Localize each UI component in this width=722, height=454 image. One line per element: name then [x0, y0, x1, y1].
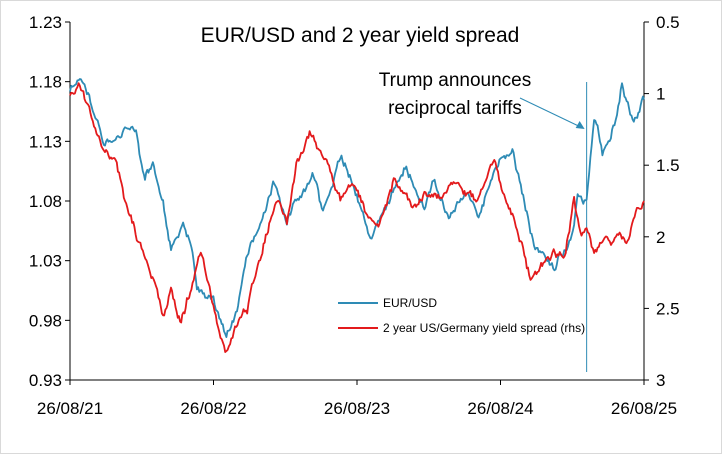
- x-tick-label: 26/08/21: [37, 399, 103, 418]
- eurusd-line: [69, 78, 645, 338]
- y-left-tick-label: 1.13: [29, 132, 62, 151]
- chart-title: EUR/USD and 2 year yield spread: [201, 24, 520, 47]
- legend-label: 2 year US/Germany yield spread (rhs): [383, 321, 585, 335]
- annotation-arrow: [519, 97, 581, 128]
- y-left-tick-label: 0.98: [29, 311, 62, 330]
- y-right-tick-label: 1.5: [656, 156, 680, 175]
- x-tick-label: 26/08/24: [467, 399, 533, 418]
- y-left-tick-label: 0.93: [29, 371, 62, 390]
- y-right-tick-label: 3: [656, 371, 665, 390]
- annotation: Trump announces reciprocal tariffs: [379, 70, 588, 372]
- y-left-tick-label: 1.03: [29, 252, 62, 271]
- y-right-tick-label: 1: [656, 85, 665, 104]
- y-right-tick-label: 2: [656, 228, 665, 247]
- y-left-tick-label: 1.08: [29, 192, 62, 211]
- y-right-tick-label: 2.5: [656, 299, 680, 318]
- axes: 1.23 1.18 1.13 1.08 1.03 0.98 0.93 0.5 1 1.5 2 2.5 3…: [29, 13, 680, 418]
- annotation-text: reciprocal tariffs: [388, 98, 522, 119]
- legend-label: EUR/USD: [383, 296, 437, 310]
- x-tick-label: 26/08/23: [324, 399, 390, 418]
- yield-spread-line: [69, 82, 645, 353]
- legend: EUR/USD 2 year US/Germany yield spread (r…: [338, 296, 585, 335]
- x-tick-label: 26/08/25: [611, 399, 677, 418]
- annotation-text: Trump announces: [379, 70, 531, 91]
- series-lines: [69, 78, 645, 353]
- y-left-tick-label: 1.23: [29, 13, 62, 32]
- y-right-tick-label: 0.5: [656, 13, 680, 32]
- annotation-arrowhead: [575, 121, 585, 129]
- y-left-tick-label: 1.18: [29, 73, 62, 92]
- x-tick-label: 26/08/22: [180, 399, 246, 418]
